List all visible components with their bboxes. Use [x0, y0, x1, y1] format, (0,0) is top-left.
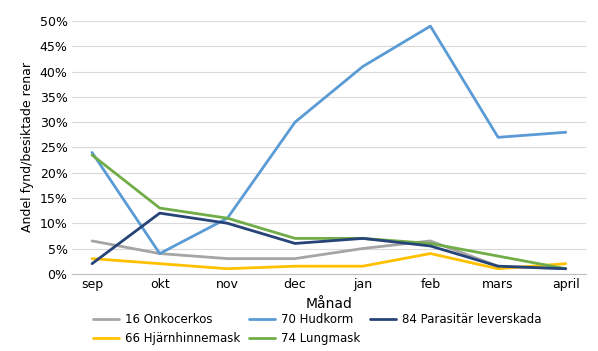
70 Hudkorm [359, 65, 367, 69]
84 Parasitär leverskada [224, 221, 231, 225]
Y-axis label: Andel fynd/besiktade renar: Andel fynd/besiktade renar [21, 62, 34, 232]
84 Parasitär leverskada [156, 211, 163, 215]
70 Hudkorm [89, 150, 96, 154]
16 Onkocerkos [291, 257, 298, 261]
16 Onkocerkos [359, 246, 367, 251]
66 Hjärnhinnemask [495, 267, 502, 271]
16 Onkocerkos [495, 264, 502, 268]
74 Lungmask [427, 241, 434, 246]
Line: 84 Parasitär leverskada: 84 Parasitär leverskada [92, 213, 566, 269]
84 Parasitär leverskada [89, 261, 96, 266]
16 Onkocerkos [89, 239, 96, 243]
16 Onkocerkos [427, 239, 434, 243]
16 Onkocerkos [156, 251, 163, 256]
66 Hjärnhinnemask [156, 261, 163, 266]
70 Hudkorm [427, 24, 434, 28]
66 Hjärnhinnemask [89, 257, 96, 261]
66 Hjärnhinnemask [291, 264, 298, 268]
84 Parasitär leverskada [427, 244, 434, 248]
16 Onkocerkos [562, 267, 569, 271]
84 Parasitär leverskada [562, 267, 569, 271]
74 Lungmask [562, 267, 569, 271]
66 Hjärnhinnemask [562, 261, 569, 266]
X-axis label: Månad: Månad [306, 297, 352, 311]
66 Hjärnhinnemask [224, 267, 231, 271]
84 Parasitär leverskada [291, 241, 298, 246]
Line: 16 Onkocerkos: 16 Onkocerkos [92, 241, 566, 269]
84 Parasitär leverskada [359, 236, 367, 240]
74 Lungmask [359, 236, 367, 240]
84 Parasitär leverskada [495, 264, 502, 268]
74 Lungmask [156, 206, 163, 210]
70 Hudkorm [156, 251, 163, 256]
74 Lungmask [89, 153, 96, 157]
70 Hudkorm [291, 120, 298, 124]
70 Hudkorm [562, 130, 569, 134]
70 Hudkorm [495, 135, 502, 139]
74 Lungmask [224, 216, 231, 220]
Line: 70 Hudkorm: 70 Hudkorm [92, 26, 566, 253]
66 Hjärnhinnemask [427, 251, 434, 256]
74 Lungmask [495, 254, 502, 258]
Line: 74 Lungmask: 74 Lungmask [92, 155, 566, 269]
70 Hudkorm [224, 216, 231, 220]
66 Hjärnhinnemask [359, 264, 367, 268]
74 Lungmask [291, 236, 298, 240]
Line: 66 Hjärnhinnemask: 66 Hjärnhinnemask [92, 253, 566, 269]
Legend: 16 Onkocerkos, 66 Hjärnhinnemask, 70 Hudkorm, 74 Lungmask, 84 Parasitär leverska: 16 Onkocerkos, 66 Hjärnhinnemask, 70 Hud… [93, 313, 541, 345]
16 Onkocerkos [224, 257, 231, 261]
